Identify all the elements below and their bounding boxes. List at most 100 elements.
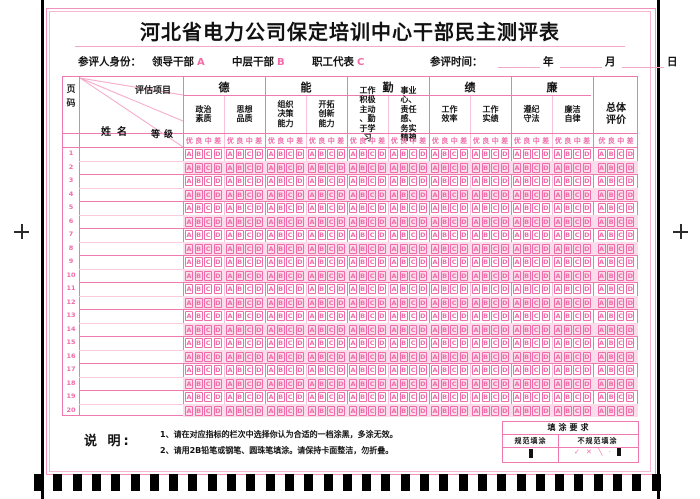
- bubble-C[interactable]: C: [532, 324, 540, 335]
- bubble-D[interactable]: D: [459, 203, 468, 214]
- bubble-D[interactable]: D: [213, 189, 222, 200]
- bubble-B[interactable]: B: [358, 176, 367, 187]
- bubble-C[interactable]: C: [573, 311, 581, 322]
- bubble-D[interactable]: D: [336, 405, 345, 416]
- bubble-A[interactable]: A: [597, 230, 606, 241]
- bubble-B[interactable]: B: [194, 338, 203, 349]
- bubble-C[interactable]: C: [368, 378, 376, 389]
- bubble-A[interactable]: A: [513, 365, 522, 376]
- bubble-C[interactable]: C: [327, 243, 335, 254]
- bubble-D[interactable]: D: [377, 149, 386, 160]
- bubble-A[interactable]: A: [390, 230, 399, 241]
- bubble-C[interactable]: C: [204, 243, 212, 254]
- bubble-D[interactable]: D: [418, 392, 427, 403]
- bubble-D[interactable]: D: [213, 324, 222, 335]
- bubble-B[interactable]: B: [194, 392, 203, 403]
- bubble-C[interactable]: C: [616, 311, 625, 322]
- bubble-B[interactable]: B: [358, 405, 367, 416]
- bubble-A[interactable]: A: [308, 392, 317, 403]
- bubble-A[interactable]: A: [390, 257, 399, 268]
- bubble-A[interactable]: A: [431, 392, 440, 403]
- bubble-D[interactable]: D: [418, 351, 427, 362]
- bubble-A[interactable]: A: [431, 311, 440, 322]
- bubble-A[interactable]: A: [226, 351, 235, 362]
- bubble-D[interactable]: D: [418, 203, 427, 214]
- bubble-D[interactable]: D: [541, 378, 550, 389]
- bubble-C[interactable]: C: [368, 392, 376, 403]
- bubble-D[interactable]: D: [418, 243, 427, 254]
- bubble-D[interactable]: D: [254, 230, 263, 241]
- bubble-B[interactable]: B: [563, 189, 572, 200]
- bubble-B[interactable]: B: [563, 270, 572, 281]
- bubble-C[interactable]: C: [450, 149, 458, 160]
- bubble-A[interactable]: A: [226, 176, 235, 187]
- bubble-D[interactable]: D: [254, 270, 263, 281]
- bubble-C[interactable]: C: [204, 257, 212, 268]
- bubble-B[interactable]: B: [481, 189, 490, 200]
- bubble-B[interactable]: B: [563, 149, 572, 160]
- bubble-C[interactable]: C: [409, 230, 417, 241]
- bubble-D[interactable]: D: [213, 392, 222, 403]
- bubble-B[interactable]: B: [440, 365, 449, 376]
- bubble-B[interactable]: B: [317, 162, 326, 173]
- bubble-A[interactable]: A: [472, 189, 481, 200]
- bubble-B[interactable]: B: [276, 351, 285, 362]
- bubble-C[interactable]: C: [368, 216, 376, 227]
- bubble-C[interactable]: C: [368, 311, 376, 322]
- bubble-C[interactable]: C: [573, 243, 581, 254]
- bubble-C[interactable]: C: [286, 378, 294, 389]
- bubble-B[interactable]: B: [194, 230, 203, 241]
- bubble-A[interactable]: A: [267, 297, 276, 308]
- bubble-B[interactable]: B: [481, 378, 490, 389]
- bubble-B[interactable]: B: [563, 311, 572, 322]
- bubble-A[interactable]: A: [597, 405, 606, 416]
- bubble-A[interactable]: A: [472, 176, 481, 187]
- bubble-C[interactable]: C: [286, 189, 294, 200]
- bubble-A[interactable]: A: [431, 243, 440, 254]
- bubble-D[interactable]: D: [377, 324, 386, 335]
- bubble-D[interactable]: D: [500, 243, 509, 254]
- bubble-A[interactable]: A: [431, 162, 440, 173]
- bubble-B[interactable]: B: [399, 311, 408, 322]
- bubble-A[interactable]: A: [185, 284, 194, 295]
- bubble-B[interactable]: B: [194, 216, 203, 227]
- bubble-A[interactable]: A: [308, 378, 317, 389]
- bubble-D[interactable]: D: [295, 297, 304, 308]
- bubble-B[interactable]: B: [276, 405, 285, 416]
- bubble-D[interactable]: D: [626, 149, 635, 160]
- bubble-D[interactable]: D: [418, 311, 427, 322]
- bubble-B[interactable]: B: [317, 203, 326, 214]
- bubble-D[interactable]: D: [626, 203, 635, 214]
- bubble-D[interactable]: D: [459, 284, 468, 295]
- bubble-B[interactable]: B: [522, 176, 531, 187]
- bubble-A[interactable]: A: [185, 257, 194, 268]
- bubble-A[interactable]: A: [226, 189, 235, 200]
- bubble-D[interactable]: D: [418, 297, 427, 308]
- bubble-D[interactable]: D: [254, 365, 263, 376]
- bubble-A[interactable]: A: [597, 162, 606, 173]
- bubble-D[interactable]: D: [541, 270, 550, 281]
- bubble-B[interactable]: B: [399, 162, 408, 173]
- bubble-B[interactable]: B: [317, 284, 326, 295]
- bubble-C[interactable]: C: [286, 203, 294, 214]
- bubble-B[interactable]: B: [440, 311, 449, 322]
- bubble-A[interactable]: A: [431, 230, 440, 241]
